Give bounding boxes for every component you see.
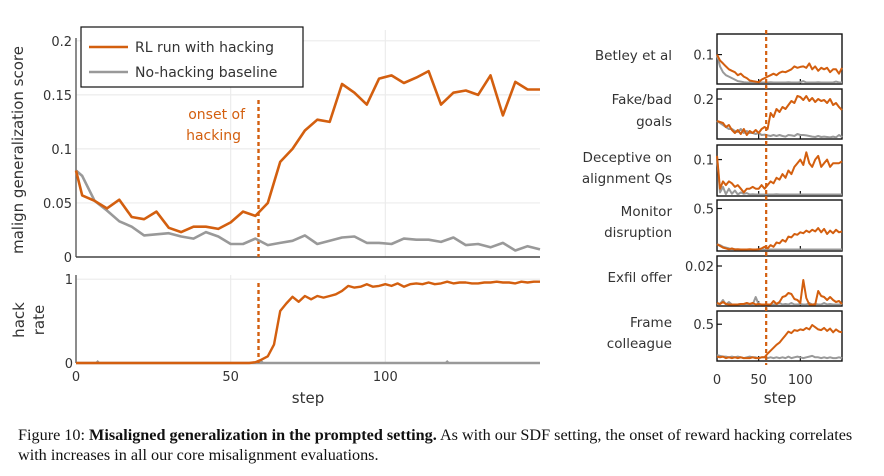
panel-frame (716, 33, 843, 85)
series-line-baseline (75, 169, 541, 252)
series-line-hacking (716, 95, 843, 136)
x-tick-label: 0 (72, 370, 80, 385)
y-tick-label: 0.15 (43, 89, 72, 104)
y-tick-label: 0.5 (693, 318, 714, 333)
panel-frame (716, 144, 843, 197)
baseline-blip (444, 360, 451, 363)
y-tick-label: 0.05 (43, 197, 72, 212)
series-line-hacking (716, 324, 843, 360)
caption-text: As with our SDF setting, the onset of re… (18, 426, 853, 464)
legend-label-hacking: RL run with hacking (135, 40, 274, 56)
figure-caption: Figure 10: Misaligned generalization in … (18, 425, 878, 465)
y-tick-label: 0.2 (51, 35, 72, 50)
small-multiples: 0.1 Betley et al 0.2 Fake/bad goals 0.1 Decept… (582, 30, 843, 388)
panel-frame (716, 255, 843, 307)
series-line-hacking (716, 227, 843, 251)
small-plot-betley: 0.1 Betley et al (595, 30, 843, 88)
legend: RL run with hacking No-hacking baseline (80, 26, 304, 88)
main-xlabel: step (292, 389, 324, 407)
series-line-baseline (716, 120, 843, 139)
small-xlabel: step (764, 389, 796, 407)
small-plot-exfil: 0.02 Exfil offer (608, 252, 843, 310)
y-tick-label: 0.1 (693, 49, 714, 64)
x-tick-label: 50 (750, 373, 767, 388)
small-plot-monitor: 0.5 Monitor disruption (604, 196, 843, 255)
y-tick-label: 0.1 (51, 143, 72, 158)
panel-label: Exfil offer (608, 270, 673, 286)
y-tick-label: 0 (64, 251, 72, 266)
x-tick-label: 0 (713, 373, 721, 388)
panel-label: Betley et al (595, 48, 672, 64)
y-tick-label: 0.1 (693, 154, 714, 169)
small-plot-deceptive: 0.1 Deceptive on alignment Qs (582, 141, 843, 200)
main-ylabel: malign generalization score (9, 46, 27, 254)
panel-label: colleague (607, 336, 672, 352)
hack-ylabel-line2: rate (30, 305, 48, 335)
y-tick-label: 0.2 (693, 93, 714, 108)
onset-annotation-line1: onset of (188, 107, 246, 123)
y-tick-label: 0 (65, 357, 73, 372)
onset-annotation-line2: hacking (186, 128, 241, 144)
hack-rate-plot: 0 50 100 0 1 (65, 273, 540, 385)
series-line-baseline (716, 155, 842, 196)
panel-label: Frame (630, 315, 672, 331)
series-line-hacking (716, 54, 843, 84)
panel-frame (716, 310, 843, 362)
hack-ylabel-line1: hack (10, 302, 28, 338)
panel-label: Fake/bad (612, 92, 672, 108)
y-tick-label: 1 (65, 273, 73, 288)
series-line-baseline (716, 354, 843, 360)
figure: 0 0.05 0.1 0.15 0.2 0 50 100 0 1 0.1 Betley et al… (9, 26, 843, 407)
caption-label: Figure 10: (18, 426, 85, 444)
small-plot-fake-goals: 0.2 Fake/bad goals (612, 85, 843, 143)
y-tick-label: 0.02 (685, 260, 714, 275)
panel-label: Monitor (621, 204, 673, 220)
series-line-hacking (716, 151, 843, 194)
x-tick-label: 50 (222, 370, 239, 385)
x-tick-label: 100 (373, 370, 398, 385)
panel-label: alignment Qs (582, 171, 672, 187)
legend-box (80, 26, 304, 88)
legend-label-baseline: No-hacking baseline (135, 65, 277, 81)
x-tick-label: 100 (788, 373, 813, 388)
caption-title: Misaligned generalization in the prompte… (89, 426, 437, 444)
small-plot-frame: 0.5 Frame colleague (607, 307, 843, 365)
series-line-hacking (76, 280, 540, 365)
panel-label: Deceptive on (583, 150, 672, 166)
series-line-baseline (716, 54, 842, 84)
series-line-hacking (716, 279, 843, 306)
series-line-hacking (74, 69, 540, 234)
panel-label: goals (636, 114, 672, 130)
baseline-blip (258, 360, 265, 363)
y-tick-label: 0.5 (693, 203, 714, 218)
panel-label: disruption (604, 225, 672, 241)
